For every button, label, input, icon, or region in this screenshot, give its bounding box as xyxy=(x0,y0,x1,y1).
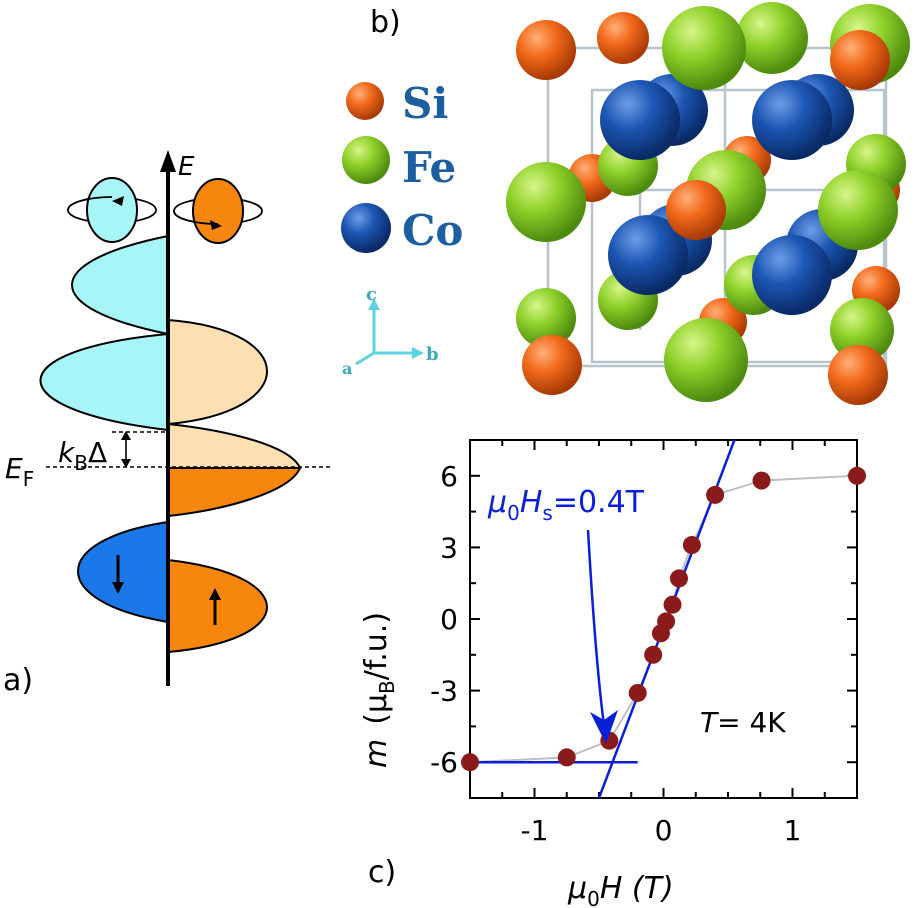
data-point xyxy=(657,612,676,631)
axis-c-label: c xyxy=(366,284,377,305)
energy-axis-label: E xyxy=(178,152,195,182)
legend: Si Fe Co xyxy=(341,79,463,255)
x-tick-label: 0 xyxy=(655,814,673,847)
atom-fe xyxy=(830,298,894,362)
atom-si xyxy=(666,180,726,240)
x-axis-label: μ0H (T) xyxy=(567,871,674,908)
x-tick-label: -1 xyxy=(521,814,549,847)
legend-si-ball xyxy=(346,82,384,120)
data-point xyxy=(706,485,725,504)
y-tick-label: 6 xyxy=(440,460,458,493)
dos-left-lobe-3 xyxy=(77,520,169,624)
data-point xyxy=(682,536,701,555)
dos-right-lobe-2-top xyxy=(167,422,302,469)
dos-left-lobe-2 xyxy=(39,332,169,432)
legend-si-label: Si xyxy=(402,79,448,128)
atom-fe xyxy=(506,162,586,242)
atom-fe xyxy=(736,2,808,74)
atom-co xyxy=(752,80,832,160)
data-point xyxy=(644,645,663,664)
panel-c-chart: c) -1 0 1 6 3 0 -3 -6 μ0Hs=0.4T T= 4K μ0H (T) m… xyxy=(359,439,866,908)
y-tick-label: 3 xyxy=(440,531,458,564)
spin-up-arrowhead xyxy=(209,588,221,600)
gap-arrow-head-top xyxy=(121,431,131,440)
atom-si xyxy=(516,20,576,80)
atom-co xyxy=(608,215,688,295)
atom-co xyxy=(752,235,832,315)
dos-right-lobe-1 xyxy=(167,318,268,426)
atom-si xyxy=(828,345,888,405)
data-point xyxy=(461,753,479,772)
saturation-arrowhead xyxy=(590,710,618,744)
legend-co-ball xyxy=(341,203,391,253)
atoms-front xyxy=(506,4,910,405)
y-tick-label: -3 xyxy=(430,675,458,708)
y-tick-label: 0 xyxy=(440,603,458,636)
panel-b-structure: b) Si Fe Co c b a xyxy=(341,2,910,405)
atom-si xyxy=(522,335,582,395)
y-tick-label: -6 xyxy=(430,746,458,779)
atom-fe xyxy=(818,170,898,250)
saturation-arrow xyxy=(586,529,606,726)
atom-si xyxy=(597,12,649,64)
axis-b-label: b xyxy=(426,344,439,365)
atom-fe xyxy=(664,318,748,402)
atom-fe xyxy=(516,288,576,348)
spin-electron-orange-icon xyxy=(173,178,263,244)
axis-tick-labels: -1 0 1 6 3 0 -3 -6 xyxy=(430,460,801,847)
legend-fe-label: Fe xyxy=(402,143,456,192)
crystal-axes: c b a xyxy=(342,284,439,378)
data-point xyxy=(752,471,771,490)
data-point xyxy=(557,748,576,767)
data-point xyxy=(663,595,682,614)
atom-si xyxy=(830,30,890,90)
data-point xyxy=(669,569,688,588)
temperature-label: T= 4K xyxy=(700,706,786,739)
data-point xyxy=(628,683,647,702)
spin-electron-cyan-icon xyxy=(67,177,157,243)
fermi-label: EF xyxy=(5,452,34,491)
data-points xyxy=(461,466,866,772)
panel-a-dos: E EF kBΔ a) xyxy=(3,150,330,698)
axis-a-label: a xyxy=(342,359,352,378)
gap-label: kBΔ xyxy=(58,436,107,475)
panel-c-label: c) xyxy=(368,855,396,890)
legend-fe-ball xyxy=(342,136,390,184)
data-point xyxy=(848,466,866,485)
dos-right-lobe-2-bottom xyxy=(167,467,302,518)
y-axis-label: m(μB/f.u.) xyxy=(359,612,399,768)
spin-down-arrowhead xyxy=(112,582,124,594)
atom-fe xyxy=(662,6,746,90)
legend-co-label: Co xyxy=(402,206,463,255)
saturation-annotation: μ0Hs=0.4T xyxy=(487,485,645,525)
dos-right-lobe-3 xyxy=(167,558,268,654)
energy-axis-arrowhead xyxy=(160,150,176,172)
panel-b-label: b) xyxy=(370,5,401,40)
x-tick-label: 1 xyxy=(784,814,802,847)
dos-left-lobe-1 xyxy=(71,234,169,336)
atom-co xyxy=(600,80,680,160)
panel-a-label: a) xyxy=(3,663,33,698)
gap-arrow-head-bottom xyxy=(121,459,131,468)
